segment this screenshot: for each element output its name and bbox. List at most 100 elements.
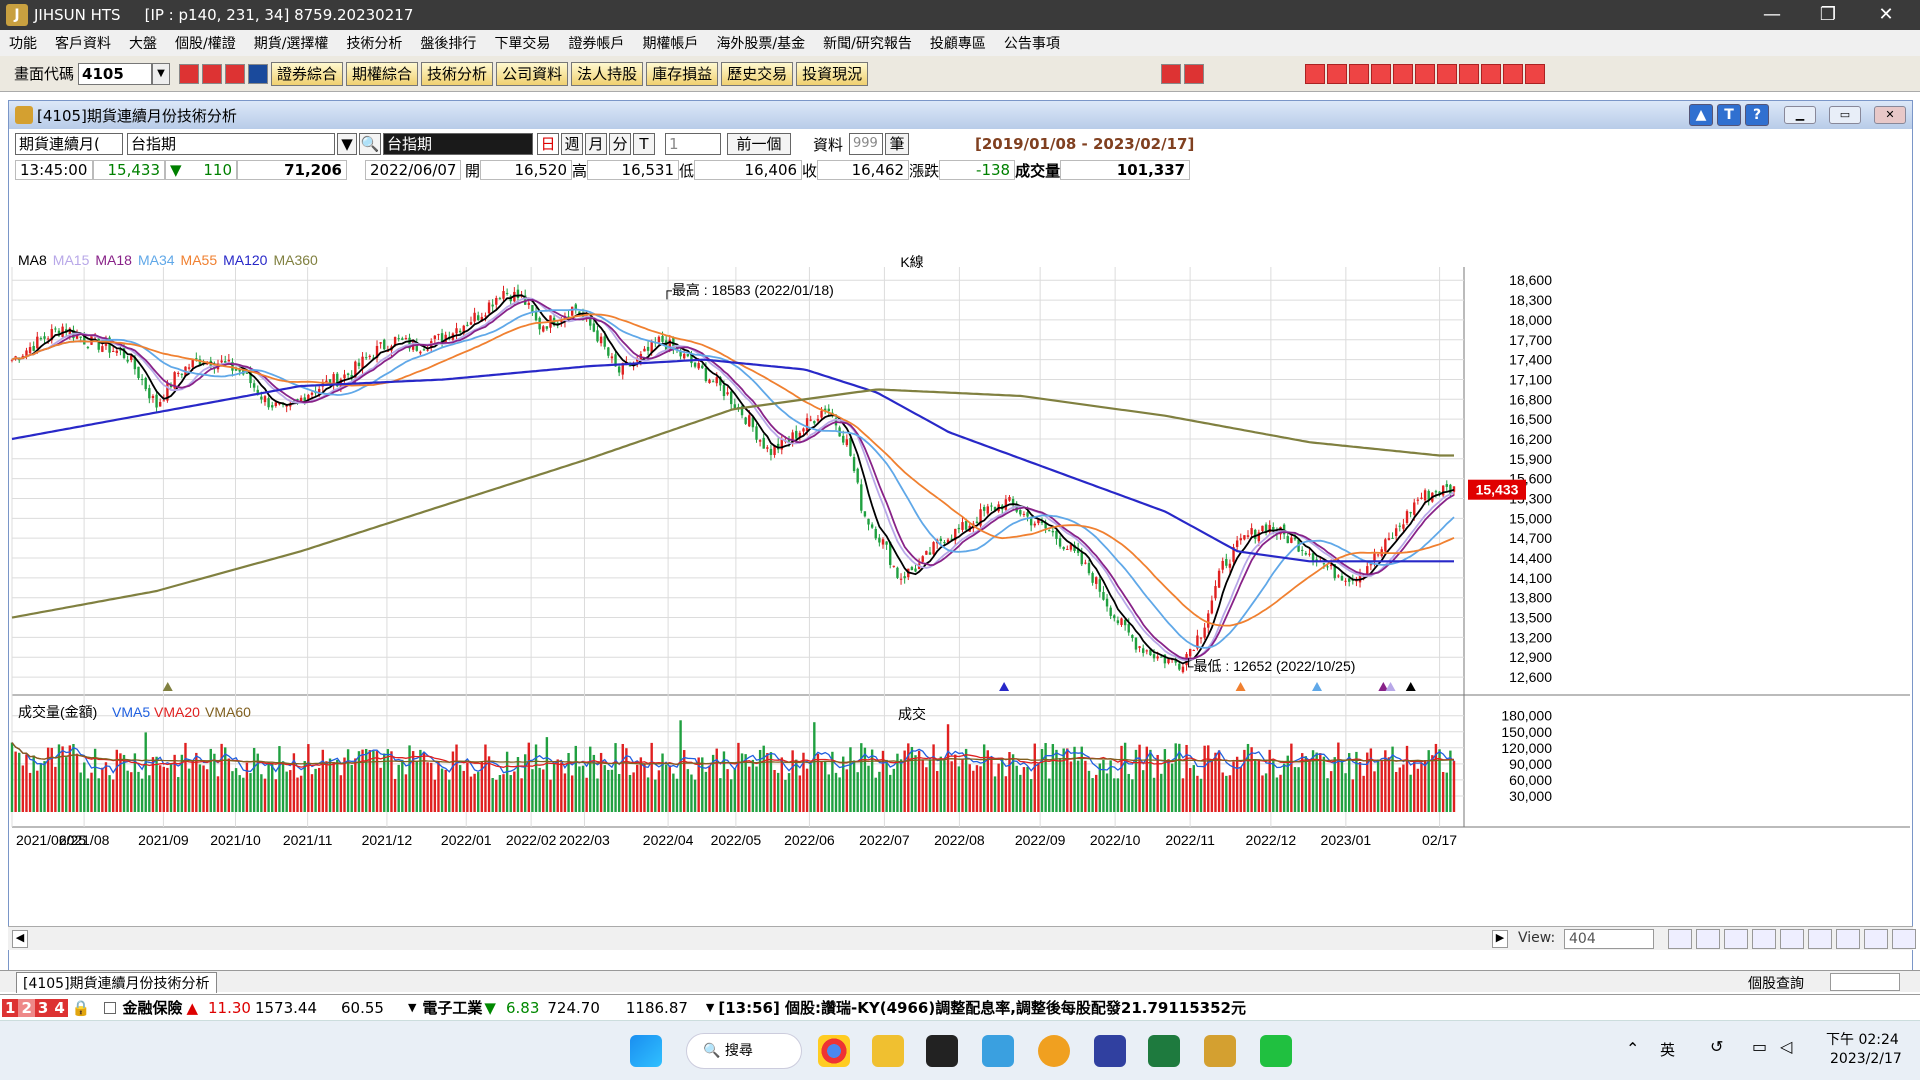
data-unit-button[interactable]: 筆 <box>885 133 910 155</box>
page-1-button[interactable]: 1 <box>2 998 19 1017</box>
period-button-3[interactable]: 分 <box>609 133 631 155</box>
window-minimize-button[interactable]: ▁ <box>1784 106 1816 124</box>
pencil-tool-icon[interactable] <box>1393 64 1413 84</box>
zoom-in-icon[interactable] <box>1668 929 1692 949</box>
toolbar-button-6[interactable]: 歷史交易 <box>721 61 794 86</box>
settings-a-icon[interactable] <box>1780 929 1804 949</box>
period-button-2[interactable]: 月 <box>585 133 607 155</box>
close-button[interactable]: ✕ <box>1878 4 1894 25</box>
toolbar-button-5[interactable]: 庫存損益 <box>646 61 719 86</box>
plus-alt-icon[interactable] <box>1184 64 1204 84</box>
menu-item-11[interactable]: 新聞/研究報告 <box>823 36 912 52</box>
folder-icon[interactable] <box>202 63 223 84</box>
print-tool-icon[interactable] <box>1371 64 1391 84</box>
gear-icon[interactable] <box>1892 929 1916 949</box>
search-icon[interactable] <box>179 63 200 84</box>
menu-item-9[interactable]: 期權帳戶 <box>642 36 699 52</box>
page-3-button[interactable]: 3 <box>34 998 52 1017</box>
menu-item-5[interactable]: 技術分析 <box>346 36 403 52</box>
toolbar-button-7[interactable]: 投資現況 <box>796 61 869 86</box>
page-2-button[interactable]: 2 <box>18 998 35 1017</box>
toolbar-button-0[interactable]: 證券綜合 <box>271 61 344 86</box>
flask-app-icon[interactable] <box>1094 1035 1126 1067</box>
ticker-checkbox[interactable] <box>104 1001 117 1014</box>
jihsun-hts-icon[interactable] <box>1204 1035 1236 1067</box>
edit-tool-icon[interactable] <box>1437 64 1457 84</box>
image-tool-icon[interactable] <box>1349 64 1369 84</box>
printer-tool-icon[interactable] <box>1503 64 1523 84</box>
prev-button[interactable]: 前一個 <box>727 133 791 155</box>
volume-icon[interactable]: ◁ <box>1780 1037 1793 1056</box>
calc-tool-icon[interactable] <box>1481 64 1501 84</box>
pen-tool-icon[interactable] <box>1327 64 1347 84</box>
stock-query-input[interactable] <box>1830 973 1900 991</box>
period-button-4[interactable]: T <box>633 133 655 155</box>
clock-date[interactable]: 2023/2/17 <box>1830 1051 1902 1067</box>
period-value-select[interactable]: 1 <box>665 133 721 155</box>
menu-item-8[interactable]: 證券帳戶 <box>568 36 625 52</box>
scroll-left-icon[interactable]: ◀ <box>12 930 28 948</box>
reload-icon[interactable] <box>1752 929 1776 949</box>
up-arrow-icon[interactable]: ▲ <box>1689 104 1713 126</box>
sticky-notes-icon[interactable] <box>926 1035 958 1067</box>
windows-start-icon[interactable] <box>630 1035 662 1067</box>
lock-icon[interactable]: 🔒 <box>71 998 91 1017</box>
ticker-dropdown-icon[interactable]: ▼ <box>407 1001 417 1014</box>
dropdown-icon[interactable] <box>248 63 269 84</box>
period-button-0[interactable]: 日 <box>537 133 559 155</box>
zoom-out-icon[interactable] <box>1696 929 1720 949</box>
tab-chart[interactable]: [4105]期貨連續月份技術分析 <box>16 972 217 993</box>
help-icon[interactable]: ? <box>1745 104 1769 126</box>
clock-time[interactable]: 下午 02:24 <box>1826 1032 1899 1048</box>
symbol-select[interactable]: 台指期 <box>127 133 335 155</box>
window-restore-button[interactable]: ▭ <box>1829 106 1861 124</box>
news-dropdown-icon[interactable]: ▼ <box>705 1001 715 1014</box>
menu-item-0[interactable]: 功能 <box>9 36 37 52</box>
refresh-icon[interactable] <box>225 63 246 84</box>
taskbar-search-box[interactable]: 🔍 搜尋 <box>686 1033 802 1069</box>
window-close-button[interactable]: ✕ <box>1874 106 1906 124</box>
menu-item-7[interactable]: 下單交易 <box>494 36 551 52</box>
code-input[interactable]: 4105 <box>78 62 153 85</box>
menu-item-6[interactable]: 盤後排行 <box>420 36 477 52</box>
menu-item-1[interactable]: 客戶資料 <box>55 36 111 52</box>
line-icon[interactable] <box>1260 1035 1292 1067</box>
globe-app-icon[interactable] <box>982 1035 1014 1067</box>
news-text[interactable]: [13:56] 個股:讚瑞-KY(4966)調整配息率,調整後每股配發21.79… <box>718 999 1246 1017</box>
file-explorer-icon[interactable] <box>872 1035 904 1067</box>
menu-item-3[interactable]: 個股/權證 <box>175 36 236 52</box>
ime-mode-icon[interactable]: ↺ <box>1710 1037 1724 1056</box>
line-tool-icon[interactable] <box>1305 64 1325 84</box>
menu-item-4[interactable]: 期貨/選擇權 <box>253 36 329 52</box>
text-icon[interactable]: T <box>1717 104 1741 126</box>
toolbar-button-1[interactable]: 期權綜合 <box>346 61 419 86</box>
technical-chart[interactable]: 18,600 18,300 18,000 17,700 17,400 17,100 16,8… <box>10 189 1910 909</box>
save-tool-icon[interactable] <box>1525 64 1545 84</box>
menu-item-13[interactable]: 公告事項 <box>1003 36 1060 52</box>
period-button-1[interactable]: 週 <box>561 133 583 155</box>
menu-item-2[interactable]: 大盤 <box>129 36 157 52</box>
pen-icon[interactable] <box>1864 929 1888 949</box>
toolbar-button-3[interactable]: 公司資料 <box>496 61 569 86</box>
code-dropdown-icon[interactable]: ▼ <box>152 62 171 85</box>
text-tool-icon[interactable] <box>1415 64 1435 84</box>
plus-icon[interactable] <box>1161 64 1181 84</box>
chrome-icon[interactable] <box>818 1035 850 1067</box>
tray-chevron-icon[interactable]: ⌃ <box>1626 1039 1640 1058</box>
toolbar-button-4[interactable]: 法人持股 <box>571 61 644 86</box>
chat-tool-icon[interactable] <box>1459 64 1479 84</box>
toolbar-button-2[interactable]: 技術分析 <box>421 61 494 86</box>
browser-app-icon[interactable] <box>1038 1035 1070 1067</box>
ime-indicator[interactable]: 英 <box>1660 1041 1676 1059</box>
menu-item-10[interactable]: 海外股票/基金 <box>716 36 806 52</box>
menu-item-12[interactable]: 投顧專區 <box>929 36 986 52</box>
contract-select[interactable]: 期貨連續月( <box>15 133 123 155</box>
view-input[interactable]: 404 <box>1564 929 1654 949</box>
excel-icon[interactable] <box>1148 1035 1180 1067</box>
symbol-dropdown-icon[interactable]: ▼ <box>337 133 357 155</box>
magnifier-icon[interactable]: 🔍 <box>359 133 381 155</box>
split-icon[interactable] <box>1808 929 1832 949</box>
page-4-button[interactable]: 4 <box>51 998 68 1017</box>
grid-icon[interactable] <box>1836 929 1860 949</box>
scroll-right-icon[interactable]: ▶ <box>1492 930 1508 948</box>
